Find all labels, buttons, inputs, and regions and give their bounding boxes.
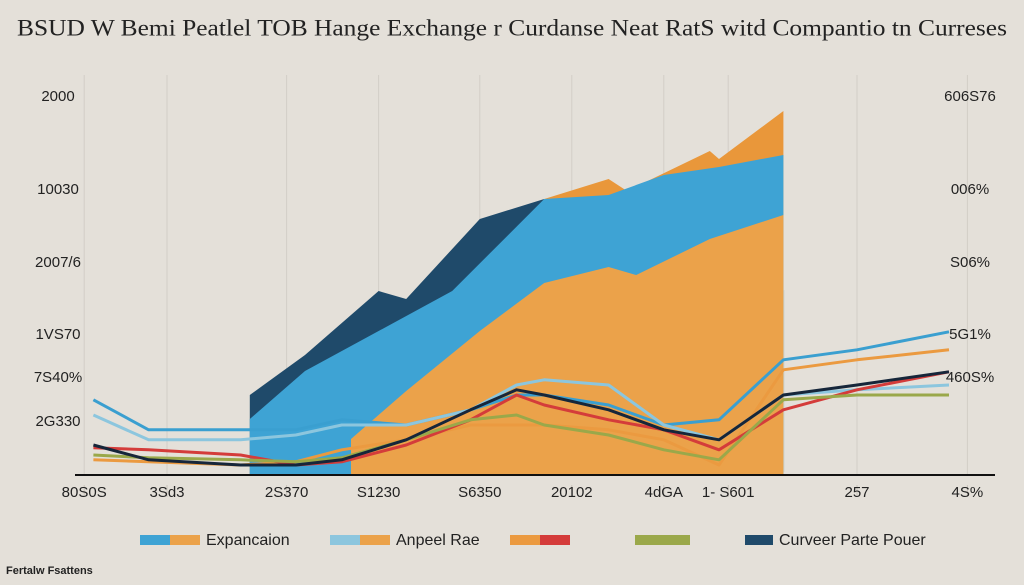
legend-swatch: [540, 535, 570, 545]
x-tick-label: 2S370: [265, 484, 308, 501]
plot-area: [83, 75, 968, 475]
legend-swatch: [330, 535, 360, 545]
y2-tick-label: S06%: [950, 254, 990, 271]
legend-label: Expancaion: [206, 532, 290, 549]
y-tick-label: 2007/6: [35, 254, 81, 271]
x-tick-label: 4dGA: [645, 484, 683, 501]
y-tick-label: 10030: [37, 181, 79, 198]
y2-tick-label: 460S%: [946, 369, 994, 386]
legend-label: Anpeel Rae: [396, 532, 480, 549]
y-tick-label: 2G330: [35, 413, 80, 430]
y2-tick-label: 5G1%: [949, 326, 991, 343]
y-tick-label: 1VS70: [35, 326, 80, 343]
x-tick-label: 257: [844, 484, 869, 501]
y2-tick-label: 606S76: [944, 88, 996, 105]
x-tick-label: 1- S601: [702, 484, 755, 501]
line: [93, 370, 950, 467]
legend-swatch: [170, 535, 200, 545]
legend-swatch: [745, 535, 773, 545]
legend-swatch: [360, 535, 390, 545]
x-tick-label: 80S0S: [62, 484, 107, 501]
legend-swatch: [140, 535, 170, 545]
line: [93, 393, 949, 464]
chart-title: BSUD W Bemi Peatlel TOB Hange Exchange r…: [17, 15, 1007, 40]
area: [351, 215, 784, 475]
y-tick-label: 7S40%: [34, 369, 82, 386]
line: [93, 370, 950, 467]
legend-swatch: [635, 535, 690, 545]
x-tick-label: 4S%: [952, 484, 984, 501]
legend-label: Curveer Parte Pouer: [779, 532, 926, 549]
y-tick-label: 2000: [41, 88, 74, 105]
x-tick-label: S6350: [458, 484, 501, 501]
x-tick-label: 20102: [551, 484, 593, 501]
y2-tick-label: 006%: [951, 181, 989, 198]
x-tick-label: 3Sd3: [149, 484, 184, 501]
footer: Fertalw Fsattens: [6, 565, 93, 577]
legend-swatch: [510, 535, 540, 545]
x-tick-label: S1230: [357, 484, 400, 501]
